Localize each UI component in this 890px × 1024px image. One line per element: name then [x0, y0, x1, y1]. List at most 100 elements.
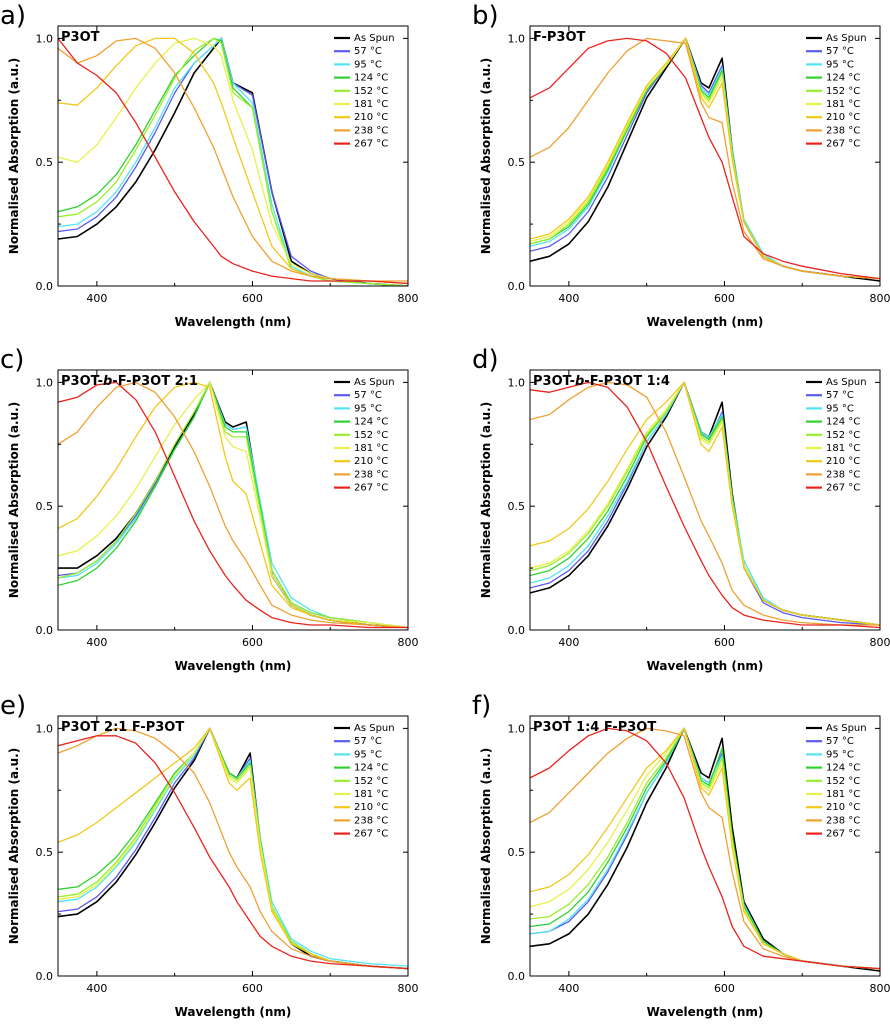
legend-label: 181 °C [826, 443, 860, 454]
series-line [530, 37, 880, 280]
legend-label: 267 °C [354, 829, 388, 840]
legend-label: 210 °C [826, 112, 860, 123]
legend-label: 57 °C [826, 390, 854, 401]
x-tick-label: 600 [714, 636, 735, 649]
legend-label: 124 °C [354, 763, 388, 774]
chart-title: P3OT [61, 30, 100, 45]
y-tick-label: 0.5 [36, 500, 54, 513]
x-tick-label: 400 [558, 292, 579, 305]
legend-label: As Spun [354, 723, 395, 734]
legend-label: 267 °C [826, 483, 860, 494]
legend-label: 210 °C [826, 802, 860, 813]
legend-label: 95 °C [354, 403, 382, 414]
series-line [58, 381, 408, 629]
y-tick-label: 0.0 [36, 970, 54, 983]
y-tick-label: 1.0 [508, 722, 526, 735]
x-axis-label: Wavelength (nm) [175, 1005, 292, 1019]
y-tick-label: 1.0 [36, 32, 54, 45]
legend-label: 181 °C [354, 443, 388, 454]
legend-label: 181 °C [354, 99, 388, 110]
legend-label: 152 °C [354, 776, 388, 787]
legend-label: 152 °C [826, 776, 860, 787]
chart-title: F-P3OT [533, 30, 586, 45]
y-axis-label: Normalised Absorption (a.u.) [7, 58, 21, 254]
legend-label: 95 °C [826, 59, 854, 70]
legend-label: 152 °C [826, 86, 860, 97]
x-tick-label: 800 [870, 292, 890, 305]
y-tick-label: 0.0 [36, 624, 54, 637]
legend-label: As Spun [826, 33, 867, 44]
panel-letter: f) [472, 691, 491, 721]
y-tick-label: 0.0 [508, 280, 526, 293]
x-tick-label: 400 [86, 292, 107, 305]
y-tick-label: 0.5 [508, 156, 526, 169]
plot-frame [57, 25, 409, 287]
panel-letter: d) [472, 345, 499, 375]
chart-panel: e) 400 600 800 0.0 0.5 1.0 Wavelength (nm) Norma… [0, 691, 419, 1019]
y-tick-label: 1.0 [36, 722, 54, 735]
legend-label: 238 °C [826, 125, 860, 136]
chart-title: P3OT 2:1 F-P3OT [61, 720, 184, 735]
x-tick-label: 600 [242, 292, 263, 305]
legend-label: 95 °C [354, 59, 382, 70]
legend-label: 152 °C [354, 86, 388, 97]
x-tick-label: 800 [870, 982, 890, 995]
chart-title: P3OT-b-F-P3OT 1:4 [533, 374, 670, 389]
legend-label: 267 °C [354, 483, 388, 494]
legend-label: 210 °C [354, 456, 388, 467]
legend-label: As Spun [826, 377, 867, 388]
legend-label: 124 °C [826, 763, 860, 774]
chart-title: P3OT-b-F-P3OT 2:1 [61, 374, 198, 389]
x-tick-label: 800 [398, 292, 419, 305]
legend-label: 210 °C [354, 802, 388, 813]
x-tick-label: 800 [870, 636, 890, 649]
panel-letter: a) [0, 1, 26, 31]
series-line [530, 37, 880, 280]
plot-frame [529, 369, 881, 631]
series-group [530, 727, 880, 972]
legend-label: 238 °C [826, 469, 860, 480]
plot-frame [529, 715, 881, 977]
legend-label: 267 °C [826, 829, 860, 840]
x-axis-label: Wavelength (nm) [175, 315, 292, 329]
series-line [58, 381, 408, 629]
legend-label: 238 °C [354, 469, 388, 480]
legend-label: As Spun [826, 723, 867, 734]
series-line [58, 727, 408, 970]
x-tick-label: 400 [558, 982, 579, 995]
legend-label: 124 °C [826, 73, 860, 84]
legend-label: As Spun [354, 33, 395, 44]
legend-label: 57 °C [354, 390, 382, 401]
plot-frame [529, 25, 881, 287]
legend-label: 57 °C [826, 736, 854, 747]
x-axis-label: Wavelength (nm) [175, 659, 292, 673]
legend-label: 152 °C [354, 430, 388, 441]
legend-label: 267 °C [826, 139, 860, 150]
legend-label: 181 °C [826, 99, 860, 110]
legend-label: 267 °C [354, 139, 388, 150]
y-tick-label: 0.0 [508, 624, 526, 637]
y-tick-label: 1.0 [508, 32, 526, 45]
legend-label: 238 °C [826, 815, 860, 826]
series-line [58, 727, 408, 970]
x-tick-label: 800 [398, 982, 419, 995]
y-tick-label: 1.0 [508, 376, 526, 389]
y-axis-label: Normalised Absorption (a.u.) [479, 58, 493, 254]
plot-frame [57, 369, 409, 631]
legend-label: 238 °C [354, 125, 388, 136]
x-axis-label: Wavelength (nm) [647, 315, 764, 329]
chart-panel: d) 400 600 800 0.0 0.5 1.0 Wavelength (nm) Norma… [472, 345, 890, 673]
series-line [58, 735, 408, 970]
series-group [58, 727, 408, 970]
legend-label: 124 °C [826, 417, 860, 428]
y-tick-label: 0.0 [508, 970, 526, 983]
legend-label: 210 °C [826, 456, 860, 467]
series-line [530, 727, 880, 970]
legend-label: 181 °C [354, 789, 388, 800]
x-tick-label: 600 [242, 636, 263, 649]
panel-letter: c) [0, 345, 24, 375]
y-tick-label: 0.5 [36, 846, 54, 859]
y-axis-label: Normalised Absorption (a.u.) [479, 748, 493, 944]
chart-panel: b) 400 600 800 0.0 0.5 1.0 Wavelength (nm) Norma… [472, 1, 890, 329]
